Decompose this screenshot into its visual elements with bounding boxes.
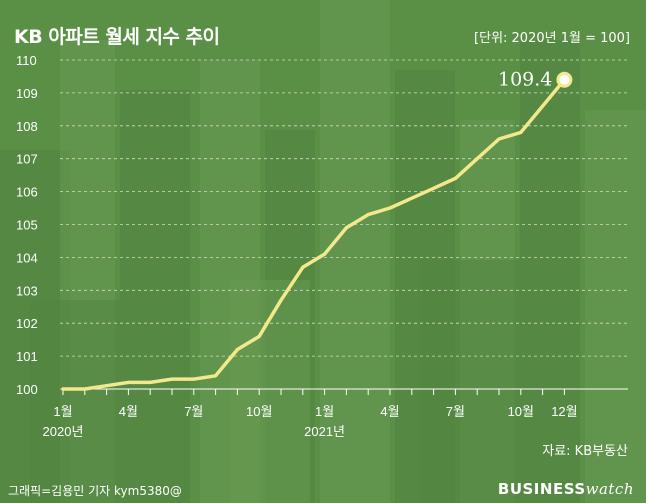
brand-logo-right: watch xyxy=(585,480,634,498)
y-tick-label: 104 xyxy=(16,250,38,265)
building-texture xyxy=(30,300,120,503)
x-tick-label: 7월 xyxy=(184,404,203,419)
end-value-label: 109.4 xyxy=(498,69,552,91)
y-tick-label: 105 xyxy=(16,218,38,233)
x-year-label: 2020년 xyxy=(43,424,84,439)
building-texture xyxy=(520,40,580,503)
unit-note: [단위: 2020년 1월 = 100] xyxy=(474,31,630,46)
y-tick-label: 106 xyxy=(16,185,38,200)
y-tick-label: 100 xyxy=(16,382,38,397)
x-tick-label: 4월 xyxy=(380,404,399,419)
brand-logo-left: BUSINESS xyxy=(497,480,586,498)
y-tick-label: 102 xyxy=(16,316,38,331)
y-tick-label: 107 xyxy=(16,152,38,167)
chart-title: KB 아파트 월세 지수 추이 xyxy=(14,26,220,48)
building-texture xyxy=(585,110,646,503)
y-tick-label: 108 xyxy=(16,119,38,134)
building-texture xyxy=(0,150,70,503)
building-texture xyxy=(420,260,520,503)
graphic-credit: 그래픽=김용민 기자 kym5380@ xyxy=(8,484,182,498)
y-tick-label: 103 xyxy=(16,283,38,298)
x-tick-label: 12월 xyxy=(551,404,577,419)
x-year-label: 2021년 xyxy=(304,424,345,439)
series-line xyxy=(61,77,567,391)
x-tick-label: 7월 xyxy=(446,404,465,419)
building-texture xyxy=(320,0,390,503)
x-tick-label: 1월 xyxy=(315,404,334,419)
x-tick-label: 1월 xyxy=(53,404,72,419)
y-tick-label: 109 xyxy=(16,86,38,101)
x-tick-label: 10월 xyxy=(508,404,534,419)
end-point-marker xyxy=(556,71,573,88)
building-texture xyxy=(120,90,190,503)
y-tick-label: 101 xyxy=(16,349,38,364)
x-tick-label: 10월 xyxy=(246,404,272,419)
building-texture xyxy=(265,130,315,503)
source-note: 자료: KB부동산 xyxy=(542,444,628,459)
building-texture xyxy=(200,60,260,503)
building-texture xyxy=(460,120,515,503)
y-tick-label: 110 xyxy=(16,53,37,68)
brand-logo: BUSINESSwatch xyxy=(498,480,634,498)
building-texture xyxy=(395,70,455,503)
x-tick-label: 4월 xyxy=(119,404,138,419)
building-texture xyxy=(230,280,310,503)
building-texture xyxy=(60,40,115,503)
